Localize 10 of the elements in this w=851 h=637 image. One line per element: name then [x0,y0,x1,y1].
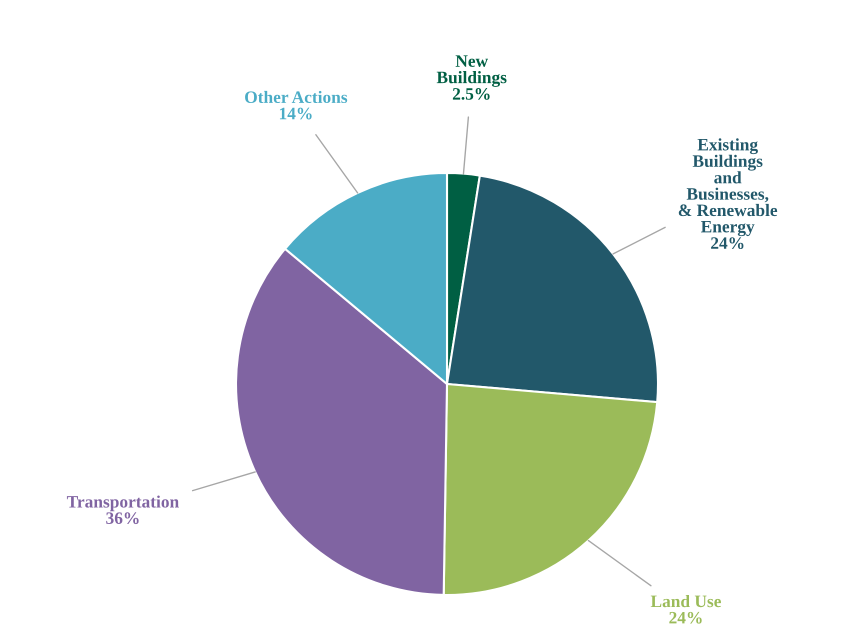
slice-label: Land Use [650,595,721,608]
slice-label: New Buildings [436,55,507,87]
slice-label: Existing Buildings and Businesses, & Renewable Energy [678,138,778,236]
data-label: 14% [280,108,312,120]
data-label: 24% [711,237,744,250]
data-label: 24% [669,612,702,624]
data-label: 36% [106,512,139,524]
slice-label: Other Actions [245,90,348,104]
data-label: 2.5% [452,88,490,100]
slice-label: Transportation [66,495,179,512]
